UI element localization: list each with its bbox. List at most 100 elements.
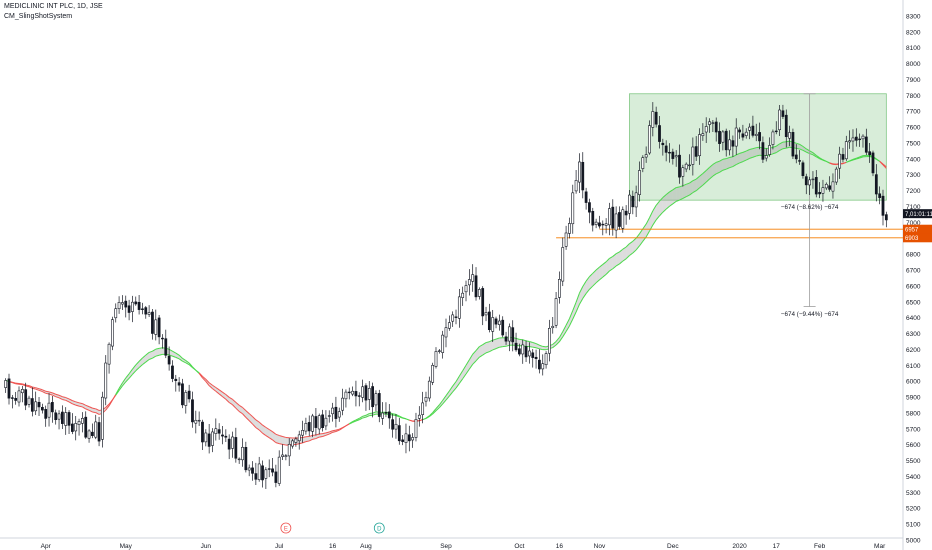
y-tick-label: 8200 (906, 29, 921, 36)
candle-up (421, 402, 425, 415)
candle-down (347, 391, 351, 394)
candle-up (721, 131, 725, 143)
ema-band-segment (686, 183, 690, 197)
ema-slow-segment (188, 364, 193, 368)
candle-up (381, 412, 385, 419)
candle-up (427, 380, 431, 399)
ema-slow-segment (208, 382, 213, 386)
ema-slow-segment (339, 427, 343, 430)
ema-fast-segment (806, 148, 810, 152)
ema-band-segment (215, 387, 220, 394)
ema-slow-segment (732, 164, 737, 168)
ema-band-segment (52, 392, 56, 397)
ema-band-segment (749, 148, 753, 159)
ema-slow-segment (118, 385, 123, 391)
ema-slow-segment (135, 367, 140, 372)
candle-down (864, 136, 868, 153)
candle-up (808, 179, 811, 186)
ema-band-segment (225, 394, 230, 403)
ema-fast-segment (458, 370, 464, 377)
ema-band-segment (155, 348, 160, 357)
ema-band-segment (255, 419, 260, 430)
ema-fast-segment (335, 429, 340, 432)
ema-fast-segment (552, 341, 557, 345)
candle-down (481, 288, 485, 317)
ema-fast-segment (662, 194, 667, 198)
earnings-marker: E (280, 522, 292, 534)
ema-band-segment (482, 342, 487, 356)
ema-fast-segment (742, 150, 747, 153)
ema-fast-segment (799, 143, 804, 147)
ema-fast-segment (85, 408, 90, 411)
candle-down (801, 162, 805, 176)
ema-slow-segment (665, 205, 670, 210)
ema-band-segment (726, 157, 730, 170)
candle-down (91, 431, 94, 436)
ema-fast-segment (55, 396, 60, 399)
ema-slow-segment (198, 372, 203, 377)
ema-fast-segment (212, 388, 217, 392)
ema-slow-segment (252, 416, 257, 421)
ema-slow-segment (829, 162, 834, 165)
measure-label-upper: −674 (−8.62%) −674 (781, 204, 839, 211)
candle-up (778, 109, 781, 131)
y-tick-label: 6100 (906, 363, 921, 370)
ema-band-segment (576, 293, 580, 313)
measure-label-lower: −674 (−9.44%) −674 (781, 311, 839, 318)
ema-band-segment (556, 337, 560, 346)
ema-band-segment (462, 365, 467, 379)
ema-band-segment (659, 197, 663, 216)
ema-slow-segment (72, 400, 76, 403)
candle-down (40, 407, 44, 411)
ema-fast-segment (746, 149, 750, 152)
candle-down (134, 301, 138, 305)
ema-slow-segment (12, 381, 16, 384)
ema-slow-segment (272, 431, 277, 435)
candle-up (411, 437, 415, 441)
ema-slow-segment (852, 158, 857, 161)
candle-down (878, 193, 882, 198)
ema-band-segment (159, 347, 163, 356)
ema-slow-segment (595, 279, 600, 284)
ema-slow-segment (28, 385, 33, 388)
candle-down (397, 425, 401, 442)
ema-fast-segment (615, 251, 620, 255)
candle-up (131, 301, 134, 312)
candle-down (227, 438, 231, 450)
candle-up (561, 247, 565, 282)
ema-slow-segment (562, 331, 567, 338)
ema-fast-segment (188, 362, 193, 368)
ema-fast-segment (302, 441, 307, 444)
ema-slow-segment (578, 298, 584, 305)
ema-fast-segment (712, 161, 717, 165)
ema-fast-segment (159, 347, 163, 349)
candle-down (494, 318, 498, 325)
candle-down (54, 412, 58, 421)
ema-band-segment (562, 325, 567, 337)
ema-band-segment (302, 436, 306, 443)
ema-slow-segment (182, 360, 187, 364)
ema-slow-segment (455, 383, 460, 389)
ema-fast-segment (882, 164, 887, 169)
ema-band-segment (606, 258, 610, 275)
candle-down (858, 138, 862, 141)
ema-band-segment (262, 425, 266, 436)
ema-fast-segment (679, 185, 684, 188)
y-tick-label: 5300 (906, 490, 921, 497)
ema-fast-segment (752, 147, 757, 150)
candle-up (831, 181, 835, 192)
candles (4, 102, 888, 489)
candle-down (274, 471, 278, 483)
ema-band-segment (129, 369, 133, 379)
candle-up (117, 302, 121, 310)
ema-fast-segment (709, 164, 714, 168)
ema-slow-segment (662, 208, 667, 213)
candle-up (744, 131, 748, 136)
candle-down (828, 185, 832, 190)
x-tick-label: May (120, 543, 133, 550)
ema-band-segment (312, 434, 316, 440)
candle-up (704, 126, 708, 133)
candle-up (294, 438, 298, 443)
ema-slow-segment (359, 417, 363, 421)
